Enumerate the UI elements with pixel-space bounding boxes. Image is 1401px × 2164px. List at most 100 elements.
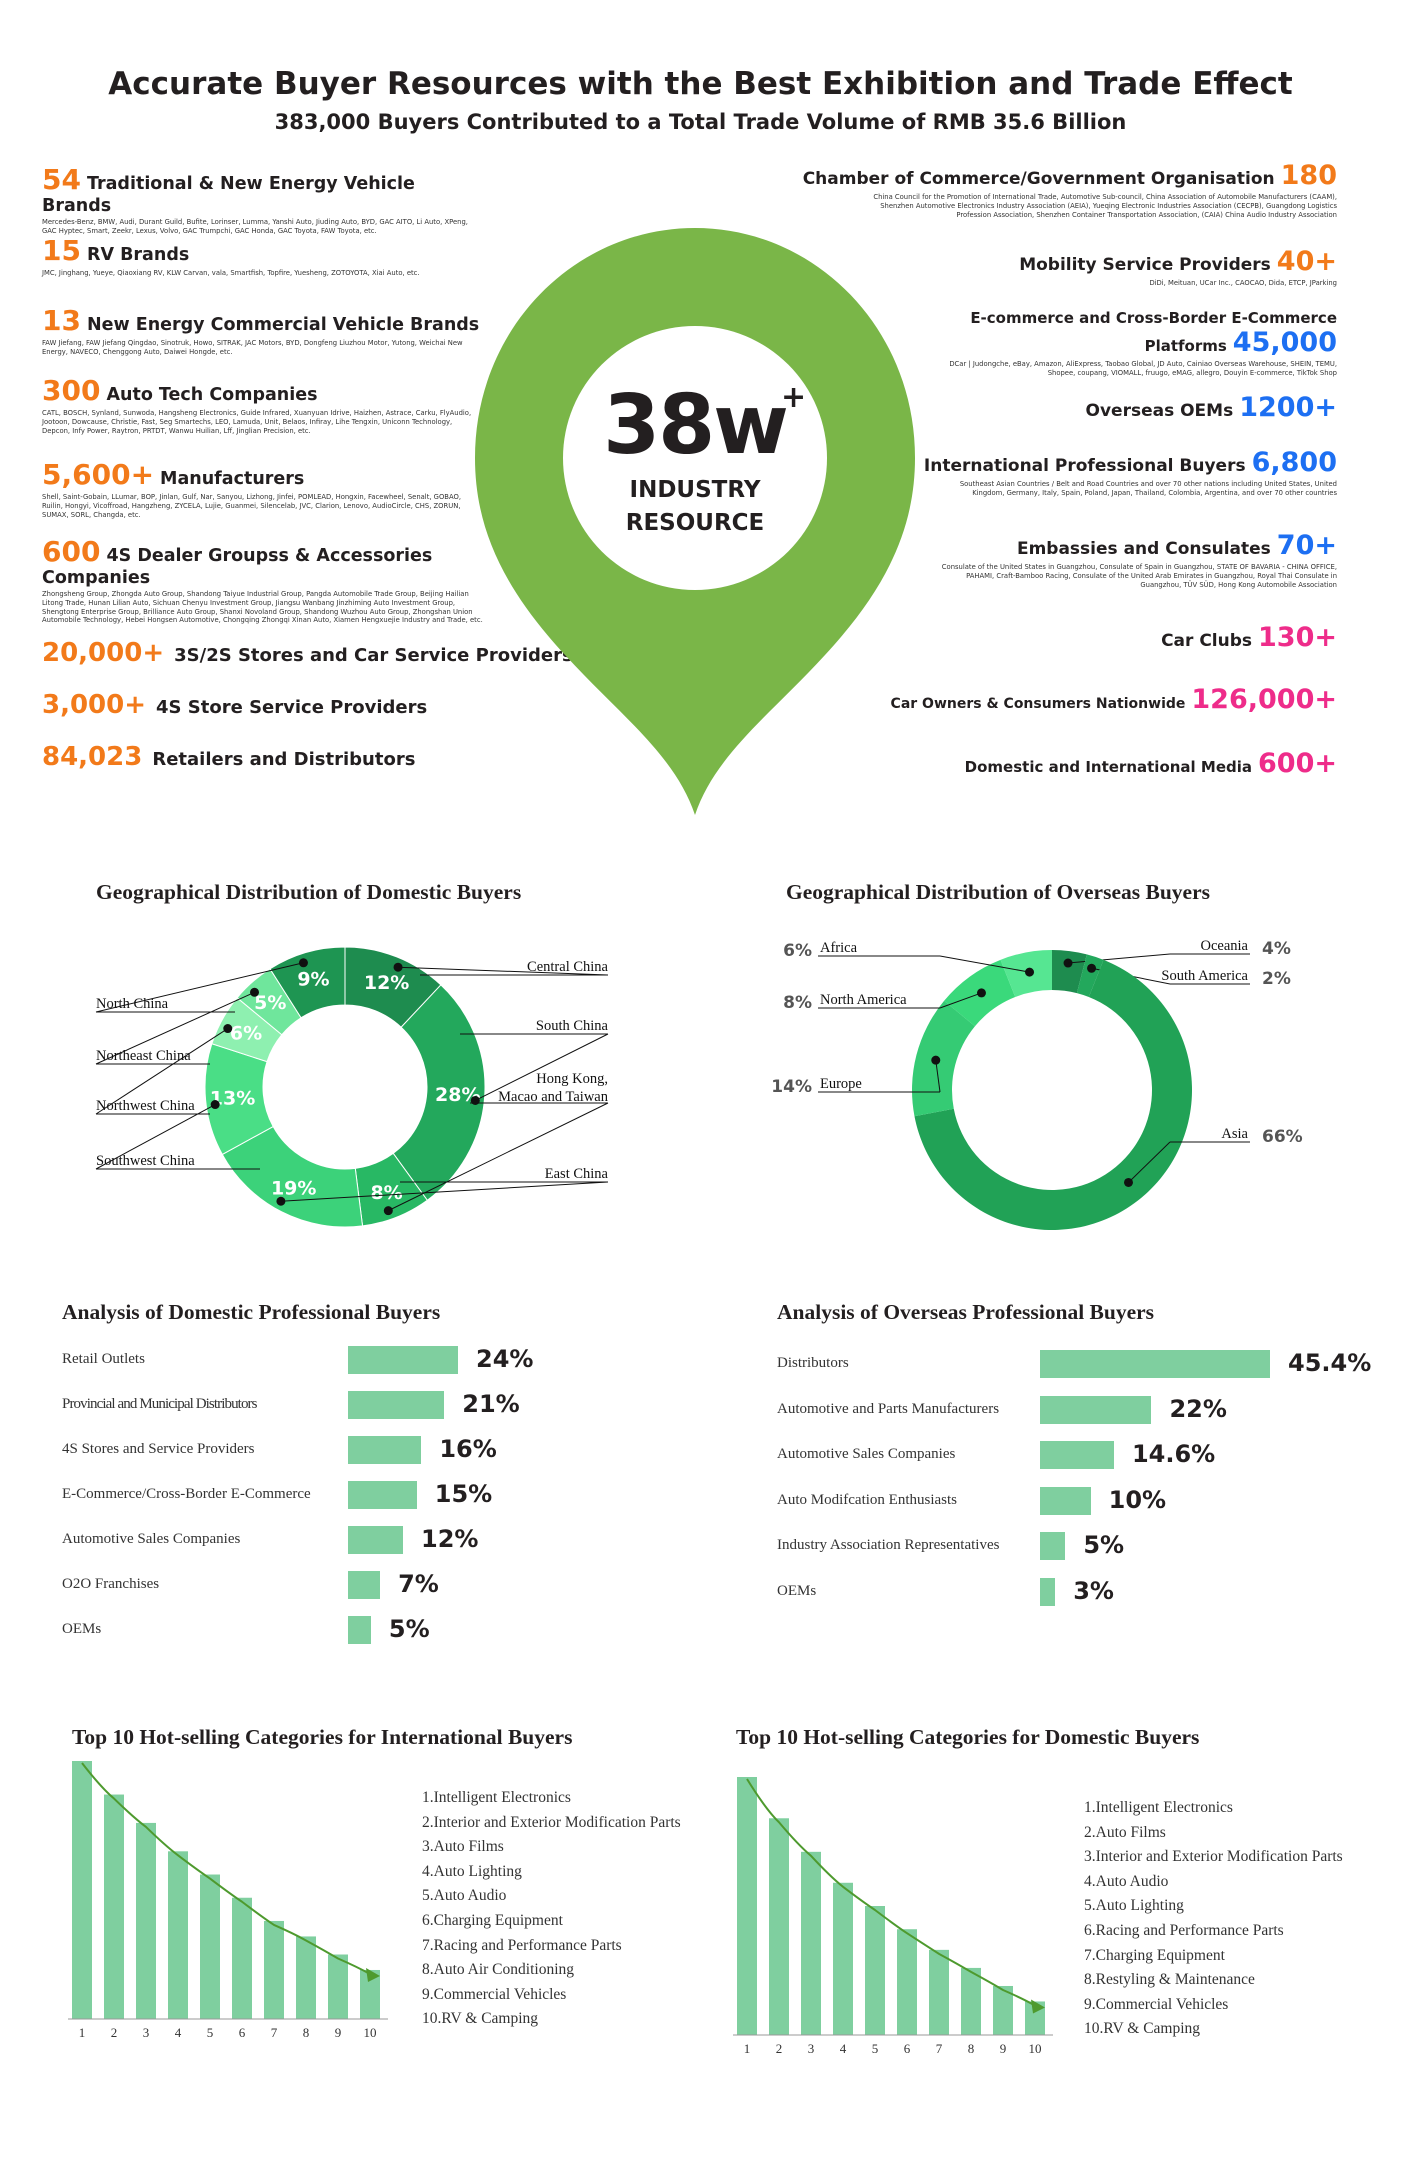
left-item-label: New Energy Commercial Vehicle Brands [86, 315, 480, 335]
bar [296, 1936, 316, 2019]
right-item-number: 70+ [1276, 530, 1337, 561]
list-item: 4.Auto Audio [1084, 1872, 1169, 1890]
bar [232, 1897, 252, 2019]
right-item-number: 45,000 [1232, 327, 1337, 358]
leader-dot [470, 1095, 480, 1105]
bar [348, 1526, 403, 1554]
list-item: 5.Auto Audio [422, 1887, 507, 1905]
list-item: 1.Intelligent Electronics [1084, 1799, 1233, 1816]
right-item-number: 1200+ [1239, 392, 1337, 423]
bar [348, 1616, 371, 1644]
bar [929, 1949, 949, 2035]
right-item-ecommerce: E-commerce and Cross-Border E-Commerce P… [857, 308, 1337, 378]
list-item: 2.Interior and Exterior Modification Par… [422, 1813, 681, 1831]
slice-value-label: 8% [783, 993, 812, 1013]
left-item-label: Auto Tech Companies [106, 385, 318, 405]
overseas-donut-chart: Oceania 4% South America 2% Asia 66% Europe 14%… [771, 938, 1303, 1230]
bar [348, 1346, 458, 1374]
bar-category-label: Automotive Sales Companies [777, 1446, 956, 1462]
x-tick-label: 1 [744, 2041, 751, 2056]
bar [328, 1954, 348, 2019]
bar-category-label: O2O Franchises [62, 1576, 160, 1592]
bar-category-label: Provincial and Municipal Distributors [62, 1396, 257, 1412]
x-tick-label: 2 [111, 2025, 118, 2040]
bar [1040, 1350, 1270, 1378]
right-item-desc: Consulate of the United States in Guangz… [941, 563, 1337, 589]
domestic-categories-list: 1.Intelligent Electronics 2.Auto Films 3… [1084, 1796, 1384, 2042]
bar-value-label: 12% [421, 1525, 479, 1553]
left-item-desc: Mercedes-Benz, BMW, Audi, Durant Guild, … [42, 218, 468, 235]
leader-dot [250, 987, 260, 997]
right-item-label: Overseas OEMs [1085, 401, 1234, 421]
bar [136, 1822, 156, 2019]
left-item-label: Retailers and Distributors [152, 749, 416, 770]
domestic-categories-title: Top 10 Hot-selling Categories for Domest… [736, 1725, 1200, 1749]
category-label: North America [820, 992, 907, 1008]
slice-value-label: 14% [771, 1077, 812, 1097]
right-item-media: Domestic and International Media 600+ [867, 748, 1337, 779]
left-item-dealer-groups: 600 4S Dealer Groupss & Accessories Compa… [42, 535, 492, 625]
x-tick-label: 5 [872, 2041, 879, 2056]
leader-line [280, 1181, 609, 1202]
right-item-label: Car Clubs [1161, 631, 1253, 651]
left-item-desc: CATL, BOSCH, Synland, Sunwoda, Hangsheng… [42, 409, 472, 435]
overseas-buyers-bar-chart: Distributors 45.4% Automotive and Parts Ma… [700, 1340, 1401, 1670]
bar [200, 1874, 220, 2019]
right-item-desc: DiDi, Meituan, UCar Inc., CAOCAO, Dida, … [1149, 279, 1337, 287]
right-item-car-owners: Car Owners & Consumers Nationwide 126,000… [867, 684, 1337, 715]
center-plus: + [781, 380, 807, 415]
bar [72, 1761, 92, 2019]
bar [769, 1818, 789, 2035]
bar-category-label: OEMs [62, 1621, 102, 1637]
x-tick-label: 9 [1000, 2041, 1007, 2056]
slice-value-label: 6% [783, 941, 812, 961]
donut-slice [269, 946, 346, 1019]
list-item: 2.Auto Films [1084, 1823, 1166, 1841]
bar-category-label: Industry Association Representatives [777, 1537, 1000, 1553]
leader-line [95, 991, 255, 1065]
x-tick-label: 4 [175, 2025, 182, 2040]
overseas-buyers-title: Analysis of Overseas Professional Buyers [777, 1300, 1155, 1324]
bar-value-label: 21% [462, 1390, 520, 1418]
category-label: Macao and Taiwan [498, 1089, 609, 1105]
bar [993, 1985, 1013, 2035]
left-item-auto-tech: 300 Auto Tech Companies CATL, BOSCH, Synl… [42, 374, 482, 435]
bar [360, 1969, 380, 2019]
leader-dot [276, 1196, 286, 1206]
center-value: 38w [603, 378, 789, 473]
category-label: Africa [820, 940, 858, 956]
location-pin-graphic [475, 228, 915, 815]
leader-line [95, 1028, 229, 1115]
bar [168, 1851, 188, 2019]
x-tick-label: 1 [79, 2025, 86, 2040]
leader-line [95, 1104, 216, 1170]
trend-line [746, 1778, 1036, 2007]
bar-value-label: 22% [1169, 1394, 1227, 1423]
slice-value-label: 12% [364, 972, 409, 994]
x-tick-label: 2 [776, 2041, 783, 2056]
bar-value-label: 10% [1108, 1485, 1167, 1514]
category-label: Northwest China [96, 1098, 195, 1114]
x-tick-label: 6 [239, 2025, 246, 2040]
leader-line [935, 1060, 941, 1093]
category-label: South China [536, 1018, 609, 1034]
left-item-label: Traditional & New Energy Vehicle Brands [42, 174, 415, 216]
x-tick-label: 5 [207, 2025, 214, 2040]
x-tick-label: 4 [840, 2041, 847, 2056]
right-item-overseas-oems: Overseas OEMs 1200+ [867, 392, 1338, 423]
x-tick-label: 9 [335, 2025, 342, 2040]
bar-value-label: 16% [439, 1435, 497, 1463]
bar [348, 1481, 417, 1509]
left-item-desc: Zhongsheng Group, Zhongda Auto Group, Sh… [42, 590, 483, 625]
center-label-line2: RESOURCE [625, 510, 765, 536]
category-label: Oceania [1201, 938, 1249, 954]
category-label: Central China [527, 959, 609, 975]
bar [1040, 1395, 1152, 1424]
slice-value-label: 19% [271, 1178, 316, 1200]
bar [348, 1571, 381, 1599]
right-item-label: Embassies and Consulates [1016, 539, 1271, 559]
intl-categories-list: 1.Intelligent Electronics 2.Interior and… [422, 1786, 722, 2032]
bar [801, 1851, 821, 2035]
bar [348, 1391, 445, 1419]
trend-arrow [366, 1967, 380, 1982]
